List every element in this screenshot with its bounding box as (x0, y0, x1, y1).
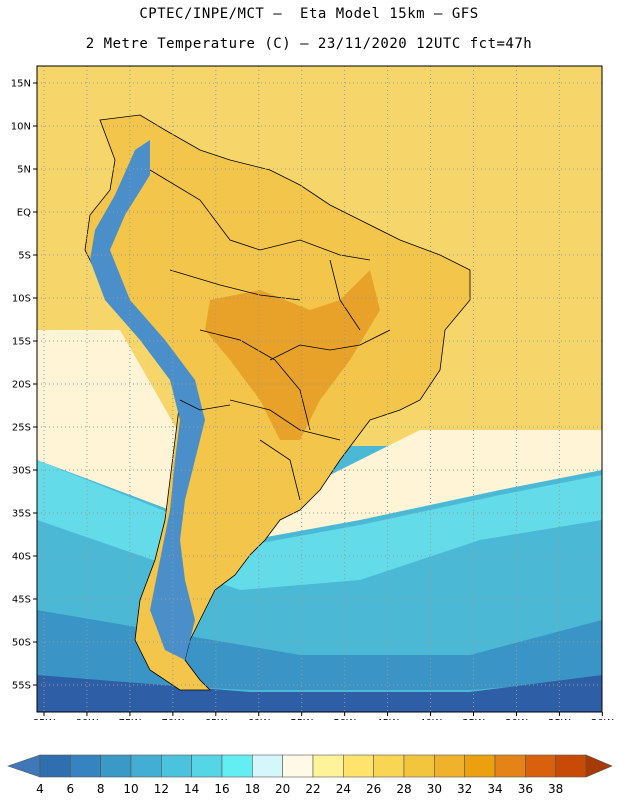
lon-label: 85W (33, 718, 56, 720)
lat-label: 10N (11, 122, 31, 133)
lon-label: 25W (548, 718, 571, 720)
colorbar-swatch (464, 754, 496, 778)
lat-label: 5N (17, 165, 31, 176)
lat-label: 15N (11, 79, 31, 90)
lon-label: 75W (119, 718, 142, 720)
lat-label: 20S (12, 380, 31, 391)
lat-label: 55S (12, 681, 31, 692)
lon-label: 70W (162, 718, 185, 720)
colorbar-swatch (525, 754, 556, 778)
lat-label: 25S (12, 423, 31, 434)
lon-label: 65W (204, 718, 227, 720)
colorbar-min-arrow (7, 754, 41, 778)
colorbar-label: 18 (245, 782, 260, 796)
colorbar-swatch (161, 754, 192, 778)
temperature-map: 15N 10N 5N EQ 5S 10S 15S 20S 25S 30S 35S 40S 45S 50S 5… (11, 65, 614, 720)
lat-label: 35S (12, 509, 31, 520)
colorbar-label: 38 (548, 782, 563, 796)
colorbar-swatch (494, 754, 526, 778)
colorbar-swatch (403, 754, 435, 778)
country-boundaries (149, 169, 391, 501)
map-frame (36, 65, 603, 713)
colorbar-label: 16 (214, 782, 229, 796)
colorbar-label: 14 (184, 782, 199, 796)
latitude-axis: 15N 10N 5N EQ 5S 10S 15S 20S 25S 30S 35S 40S 45S 50S 5… (11, 79, 37, 692)
lon-label: 55W (290, 718, 313, 720)
lon-label: 80W (76, 718, 99, 720)
lat-label: 10S (12, 294, 31, 305)
lat-label: 5S (18, 251, 31, 262)
hot-interior-region (205, 270, 380, 440)
lon-label: 45W (376, 718, 399, 720)
colorbar-swatch (312, 754, 344, 778)
colorbar-label: 10 (123, 782, 138, 796)
colorbar-swatch (343, 754, 374, 778)
lat-label: 45S (12, 595, 31, 606)
colorbar-swatch (252, 754, 283, 778)
colorbar-label: 12 (154, 782, 169, 796)
colorbar-label: 20 (275, 782, 290, 796)
colorbar-label: 24 (336, 782, 351, 796)
colorbar-swatch (282, 754, 314, 778)
lon-label: 60W (247, 718, 270, 720)
lon-label: 35W (462, 718, 485, 720)
lat-label: 15S (12, 337, 31, 348)
colorbar-max-arrow (585, 754, 613, 778)
colorbar-swatch (70, 754, 101, 778)
colorbar-label: 22 (305, 782, 320, 796)
lon-label: 50W (333, 718, 356, 720)
colorbar-swatch (100, 754, 132, 778)
colorbar-swatch (555, 754, 587, 778)
colorbar-label: 8 (97, 782, 105, 796)
lat-label: EQ (17, 208, 31, 219)
colorbar-label: 26 (366, 782, 381, 796)
lon-label: 40W (419, 718, 442, 720)
colorbar-swatch (191, 754, 223, 778)
colorbar-label: 30 (427, 782, 442, 796)
lat-label: 50S (12, 638, 31, 649)
colorbar-label: 36 (518, 782, 533, 796)
colorbar-label: 34 (487, 782, 502, 796)
colorbar-swatch (130, 754, 162, 778)
colorbar-swatch (373, 754, 405, 778)
longitude-axis: 85W 80W 75W 70W 65W 60W 55W 50W 45W 40W 35W 30W 25W 2… (33, 712, 614, 720)
colorbar-label: 32 (457, 782, 472, 796)
colorbar: 4 6 8 10 12 14 16 18 20 22 24 26 28 30 32 34 36 38 (7, 754, 613, 796)
colorbar-label: 4 (36, 782, 44, 796)
ocean-band-cold (37, 675, 602, 712)
colorbar-swatch (434, 754, 465, 778)
colorbar-label: 28 (396, 782, 411, 796)
lat-label: 40S (12, 552, 31, 563)
colorbar-swatch (221, 754, 253, 778)
colorbar-label: 6 (67, 782, 75, 796)
map-title: CPTEC/INPE/MCT – Eta Model 15km – GFS (139, 6, 479, 22)
colorbar-swatch (39, 754, 71, 778)
lon-label: 30W (505, 718, 528, 720)
map-subtitle: 2 Metre Temperature (C) – 23/11/2020 12U… (85, 36, 533, 52)
lat-label: 30S (12, 466, 31, 477)
andes-cold-strip (90, 140, 205, 660)
lon-label: 20W (591, 718, 614, 720)
